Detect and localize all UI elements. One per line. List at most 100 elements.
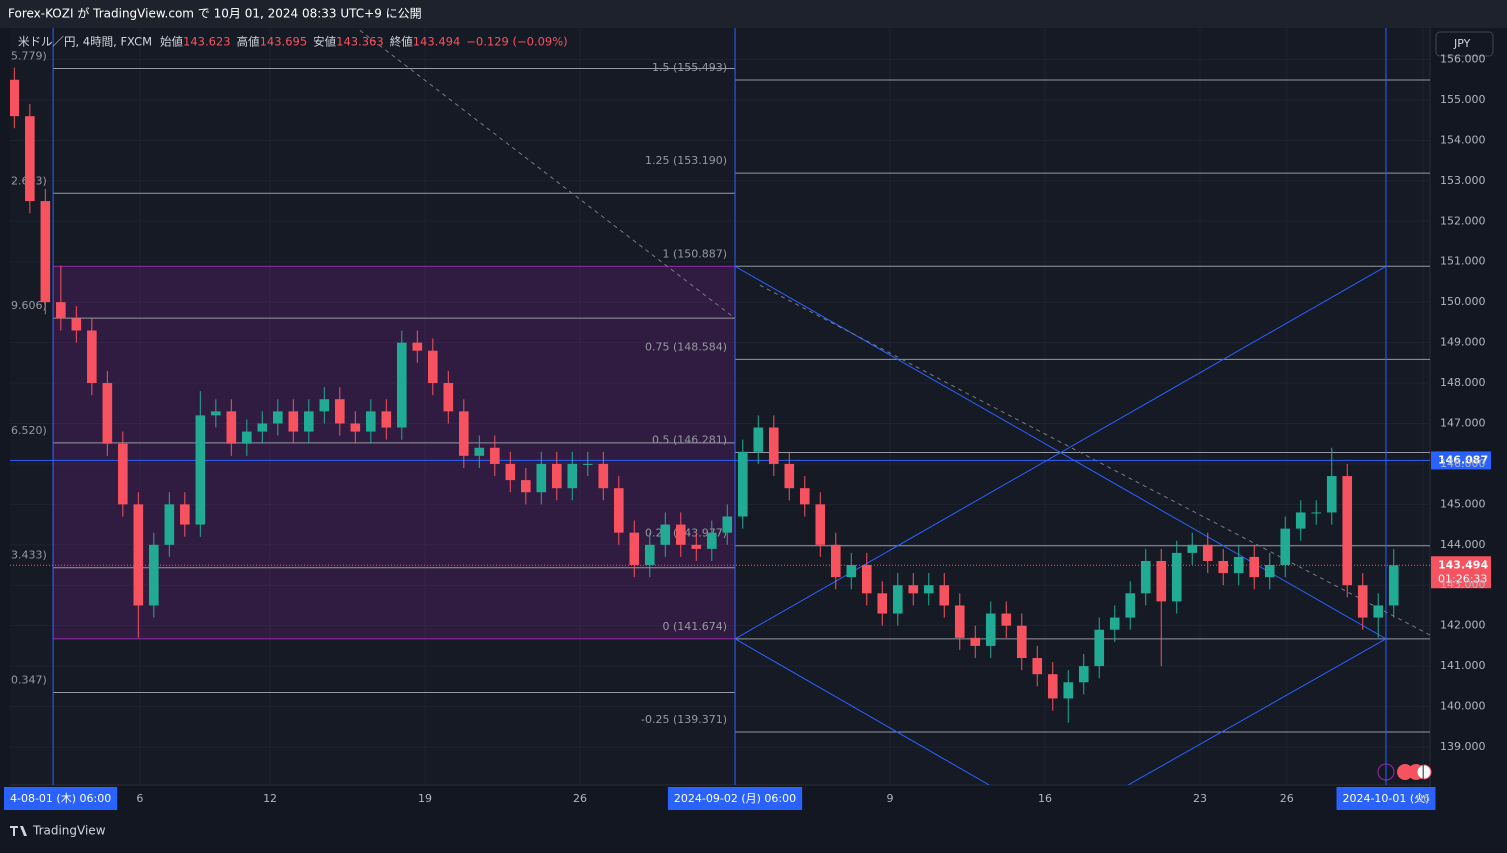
y-tick-label: 150.000: [1440, 295, 1486, 308]
candle-body: [1171, 552, 1182, 602]
candle-body: [1295, 512, 1306, 529]
y-tick-label: 151.000: [1440, 255, 1486, 268]
y-tick-label: 155.000: [1440, 93, 1486, 106]
x-tick-label: 12: [263, 792, 277, 805]
legend-item: 143.623: [183, 35, 231, 49]
legend-item: 143.363: [336, 35, 384, 49]
candle-body: [1156, 560, 1167, 602]
fib-label: 9.606): [11, 299, 47, 312]
candle-body: [350, 423, 361, 432]
x-tick-highlight: [667, 787, 803, 810]
x-tick-label: 2024-10-01 (火): [1342, 792, 1429, 805]
top-bar: [0, 0, 1507, 28]
x-tick-label: 6: [136, 792, 143, 805]
candle-body: [954, 605, 965, 638]
candle-body: [644, 544, 655, 566]
y-tick-label: 148.000: [1440, 376, 1486, 389]
candle-body: [428, 350, 438, 384]
candle-body: [1001, 613, 1012, 626]
candle-body: [118, 443, 128, 505]
candle-body: [149, 544, 159, 606]
candle-body: [536, 463, 547, 493]
candle-body: [830, 544, 841, 578]
candle-body: [56, 302, 66, 319]
legend-item: 米ドル／円, 4時間, FXCM: [18, 35, 152, 49]
candle-body: [567, 463, 578, 489]
range-box: [52, 265, 736, 640]
candle-body: [784, 463, 795, 489]
legend-item: 安値: [313, 35, 336, 49]
y-tick-label: 139.000: [1440, 740, 1486, 753]
y-tick-label: 143.000: [1440, 578, 1486, 591]
candle-body: [10, 79, 20, 117]
candle-body: [985, 613, 996, 646]
candle-body: [923, 585, 934, 594]
candle-body: [598, 463, 609, 489]
candle-body: [815, 504, 826, 545]
candle-body: [304, 411, 314, 432]
candle-body: [799, 488, 810, 505]
publish-title: Forex-KOZI が TradingView.com で 10月 01, 2…: [8, 6, 422, 21]
x-tick-label: 4-08-01 (木) 06:00: [10, 792, 111, 805]
legend-item: 高値: [237, 35, 260, 49]
candle-body: [1249, 556, 1260, 578]
legend-item: 143.494: [413, 35, 461, 49]
y-tick-label: 146.000: [1440, 457, 1486, 470]
x-tick-label: 16: [1038, 792, 1052, 805]
fib-label: 5.779): [11, 49, 47, 62]
candle-body: [459, 411, 469, 456]
currency-label: JPY: [1453, 37, 1471, 50]
candle-body: [861, 565, 872, 594]
level-tag: [1431, 451, 1491, 470]
x-tick-label: 23: [1193, 792, 1207, 805]
candle-body: [381, 411, 392, 428]
candle-body: [1078, 666, 1089, 683]
y-tick-label: 154.000: [1440, 133, 1486, 146]
legend-item: 143.695: [260, 35, 308, 49]
y-tick-label: 144.000: [1440, 538, 1486, 551]
fib-label: 1 (150.887): [662, 247, 727, 260]
footer-logo: [10, 826, 27, 836]
y-tick-label: 149.000: [1440, 336, 1486, 349]
y-tick-label: 147.000: [1440, 416, 1486, 429]
candle-body: [489, 447, 500, 464]
candle-body: [335, 399, 345, 424]
currency-button[interactable]: [1435, 31, 1494, 57]
candle-body: [1388, 565, 1399, 606]
candle-body: [1109, 617, 1120, 630]
candle-body: [1202, 544, 1213, 561]
legend-item: 終値: [390, 35, 413, 49]
candle-body: [722, 516, 733, 533]
candle-body: [288, 411, 299, 432]
countdown-label: 01:26:33: [1438, 572, 1487, 585]
candle-body: [753, 427, 764, 452]
fib-label: 0 (141.674): [662, 620, 727, 633]
level-tag-label: 146.087: [1438, 453, 1488, 466]
candle-body: [613, 488, 624, 533]
fib-label: 1.5 (155.493): [652, 61, 727, 74]
candle-body: [180, 504, 190, 525]
candle-body: [877, 593, 888, 614]
candle-body: [520, 480, 531, 493]
candle-body: [1264, 565, 1275, 578]
candle-body: [195, 415, 206, 525]
candle-body: [164, 504, 175, 545]
candle-body: [133, 504, 144, 606]
candle-body: [211, 411, 221, 416]
candle-body: [675, 524, 686, 545]
x-tick-label: 06: [1416, 792, 1430, 805]
plot: 5.779)2.693)9.606)6.520)3.433)0.347)1.5 …: [10, 28, 1430, 785]
candle-body: [846, 565, 857, 578]
fib-label: 6.520): [11, 424, 47, 437]
candle-body: [1326, 476, 1337, 513]
candle-body: [939, 585, 950, 606]
candle-body: [551, 463, 562, 489]
candle-body: [273, 411, 283, 424]
fib-label: 1.25 (153.190): [645, 154, 727, 167]
x-tick-label: 26: [573, 792, 587, 805]
candle-body: [629, 532, 640, 566]
x-tick-label: 19: [418, 792, 432, 805]
candle-body: [505, 463, 516, 481]
